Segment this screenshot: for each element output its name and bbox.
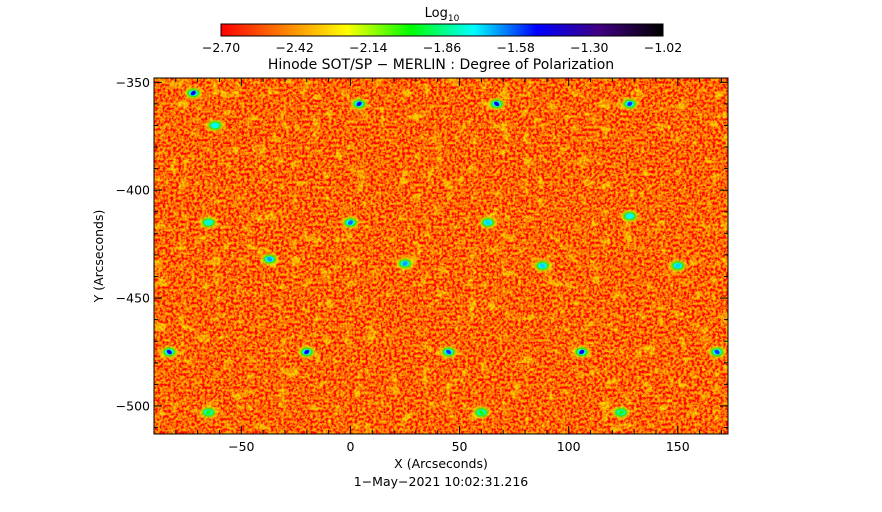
feature-core bbox=[205, 220, 212, 225]
polarization-feature bbox=[708, 346, 727, 359]
feature-core bbox=[478, 410, 484, 415]
feature-core bbox=[205, 410, 212, 415]
heatmap bbox=[154, 78, 728, 434]
feature-core bbox=[267, 256, 273, 262]
polarization-feature bbox=[533, 259, 552, 272]
colorbar-tick-label: −1.02 bbox=[644, 40, 682, 55]
feature-core bbox=[627, 101, 633, 107]
polarization-feature bbox=[199, 406, 218, 419]
polarization-feature bbox=[478, 216, 497, 229]
colorbar-tick-label: −1.86 bbox=[423, 40, 461, 55]
colorbar-ticks: −2.70 −2.42 −2.14 −1.86 −1.58 −1.30 −1.02 bbox=[202, 40, 682, 55]
x-tick-label: 150 bbox=[666, 439, 690, 454]
feature-core bbox=[212, 123, 218, 128]
polarization-feature bbox=[260, 253, 279, 266]
polarization-feature bbox=[297, 346, 316, 359]
colorbar-title: Log10 bbox=[425, 6, 460, 24]
colorbar-tick-label: −2.14 bbox=[349, 40, 387, 55]
timestamp: 1−May−2021 10:02:31.216 bbox=[354, 474, 529, 489]
colorbar bbox=[220, 23, 664, 37]
y-axis: −350 −400 −450 −500 bbox=[116, 75, 728, 429]
x-tick-label: 0 bbox=[346, 439, 354, 454]
feature-core bbox=[714, 349, 720, 355]
feature-core bbox=[539, 263, 546, 269]
polarization-feature bbox=[572, 346, 591, 359]
polarization-feature bbox=[184, 87, 203, 100]
x-axis: −50 0 50 100 150 bbox=[153, 78, 722, 454]
polarization-feature bbox=[668, 259, 687, 272]
feature-core bbox=[485, 220, 491, 225]
feature-core bbox=[446, 349, 452, 355]
polarization-feature bbox=[395, 257, 414, 270]
feature-core bbox=[579, 349, 585, 355]
polarization-feature bbox=[199, 216, 218, 229]
feature-core bbox=[675, 263, 681, 269]
colorbar-tick-label: −1.58 bbox=[497, 40, 535, 55]
polarization-feature bbox=[341, 216, 360, 229]
colorbar-tick-label: −2.70 bbox=[202, 40, 240, 55]
chart-title: Hinode SOT/SP − MERLIN : Degree of Polar… bbox=[268, 57, 614, 73]
x-axis-label: X (Arcseconds) bbox=[394, 456, 488, 471]
polarization-feature bbox=[487, 97, 506, 110]
polarization-features bbox=[160, 87, 727, 419]
feature-core bbox=[402, 261, 408, 266]
y-tick-label: −350 bbox=[116, 75, 150, 90]
feature-core bbox=[347, 220, 353, 225]
y-tick-label: −450 bbox=[116, 291, 150, 306]
colorbar-tick-label: −2.42 bbox=[276, 40, 314, 55]
polarization-feature bbox=[439, 346, 458, 359]
plot-frame bbox=[153, 77, 729, 435]
x-tick-label: −50 bbox=[228, 439, 254, 454]
feature-core bbox=[618, 410, 624, 415]
polarization-feature bbox=[620, 210, 639, 223]
polarization-feature bbox=[620, 97, 639, 110]
polarization-feature bbox=[350, 97, 369, 110]
heatmap-texture-fine bbox=[154, 78, 728, 434]
x-tick-label: 100 bbox=[557, 439, 581, 454]
colorbar-tick-label: −1.30 bbox=[570, 40, 608, 55]
feature-core bbox=[166, 349, 172, 355]
y-tick-label: −400 bbox=[116, 183, 150, 198]
feature-core bbox=[304, 349, 310, 355]
feature-core bbox=[627, 213, 633, 219]
polarization-feature bbox=[160, 346, 179, 359]
y-tick-label: −500 bbox=[116, 398, 150, 413]
feature-core bbox=[190, 90, 196, 96]
polarization-feature bbox=[206, 119, 225, 132]
polarization-feature bbox=[472, 406, 491, 419]
feature-core bbox=[356, 101, 362, 107]
feature-core bbox=[494, 101, 500, 107]
y-axis-label: Y (Arcseconds) bbox=[91, 210, 106, 304]
plot-area bbox=[153, 77, 729, 435]
polarization-feature bbox=[612, 406, 631, 419]
x-tick-label: 50 bbox=[452, 439, 468, 454]
